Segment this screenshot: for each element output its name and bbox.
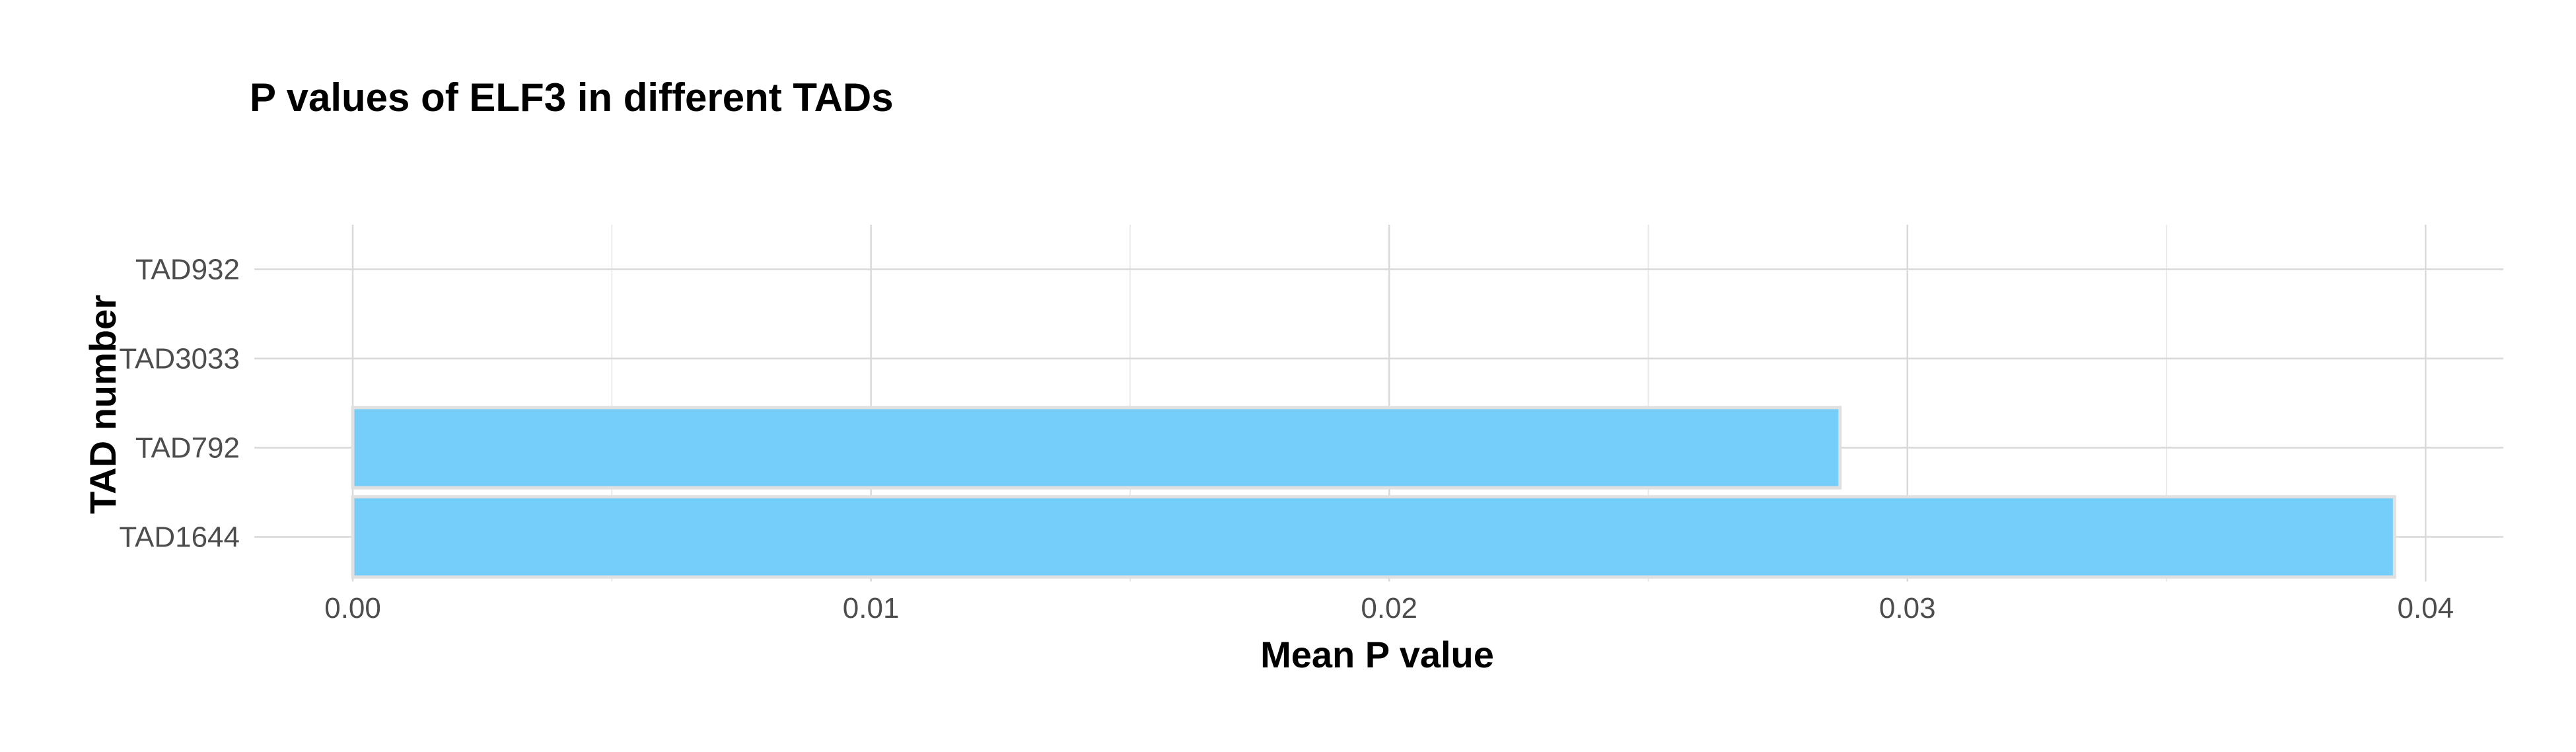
y-tick-label: TAD932 — [135, 254, 240, 286]
y-tick-label: TAD792 — [135, 432, 240, 465]
bar-tad1644 — [351, 495, 2396, 579]
x-tick-label: 0.03 — [1879, 592, 1936, 624]
x-tick-label: 0.01 — [843, 592, 900, 624]
y-axis-title: TAD number — [82, 295, 124, 514]
x-axis-title: Mean P value — [1260, 634, 1494, 675]
x-tick-label: 0.04 — [2397, 592, 2454, 624]
x-tick-label: 0.02 — [1361, 592, 1417, 624]
y-tick-label: TAD1644 — [119, 521, 240, 554]
chart-title: P values of ELF3 in different TADs — [250, 75, 894, 120]
x-tick-labels: 0.00 0.01 0.02 0.03 0.04 — [324, 592, 2454, 624]
y-tick-label: TAD3033 — [119, 343, 240, 375]
bars — [351, 406, 2396, 579]
y-tick-labels: TAD932 TAD3033 TAD792 TAD1644 — [119, 254, 240, 554]
bar-tad792 — [351, 406, 1842, 490]
x-tick-label: 0.00 — [324, 592, 381, 624]
